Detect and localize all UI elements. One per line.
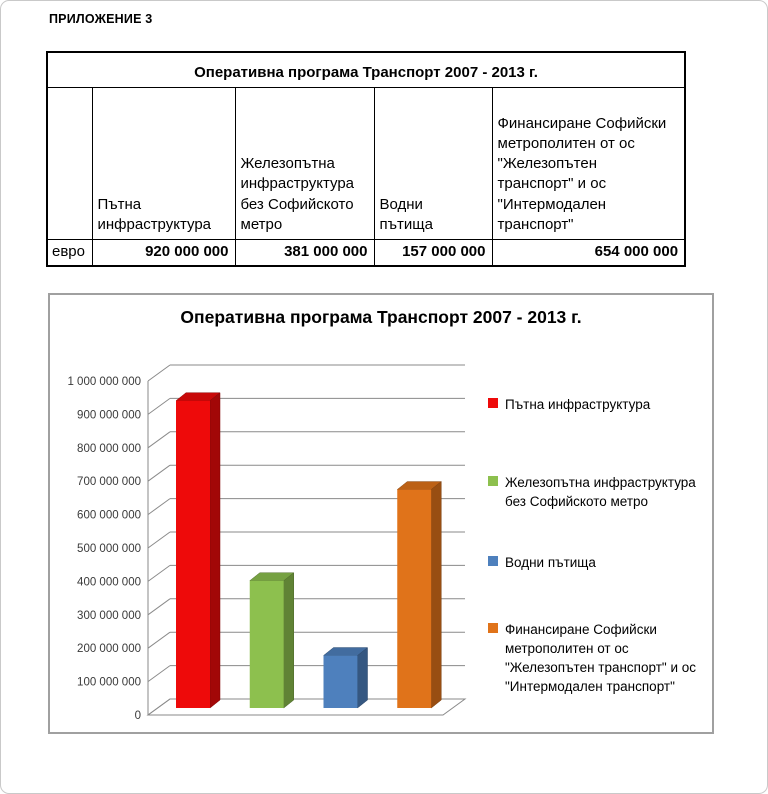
chart-bar bbox=[323, 655, 358, 708]
table-header-row: Пътна инфраструктура Железопътна инфрастр… bbox=[46, 87, 686, 240]
y-axis-tick-label: 900 000 000 bbox=[77, 409, 141, 421]
table-title-row: Оперативна програма Транспорт 2007 - 201… bbox=[46, 51, 686, 88]
legend-label: Железопътна инфраструктура без Софийскот… bbox=[505, 475, 696, 510]
gridline-depth bbox=[147, 598, 171, 616]
y-axis-tick-label: 700 000 000 bbox=[77, 476, 141, 488]
chart-bar bbox=[249, 580, 284, 708]
chart-legend: Пътна инфраструктура Железопътна инфрастр… bbox=[488, 295, 712, 732]
gridline-depth bbox=[147, 665, 171, 683]
data-table: Оперативна програма Транспорт 2007 - 201… bbox=[46, 51, 687, 268]
legend-color-swatch-icon bbox=[488, 556, 498, 566]
y-axis-tick-label: 100 000 000 bbox=[77, 677, 141, 689]
legend-color-swatch-icon bbox=[488, 623, 498, 633]
chart-bar-side bbox=[357, 647, 368, 709]
table-row-label: евро bbox=[46, 239, 93, 267]
table-column-header-label: Пътна инфраструктура bbox=[97, 195, 212, 233]
gridline-depth bbox=[147, 464, 171, 482]
legend-label: Водни пътища bbox=[505, 555, 596, 570]
table-value-cell: 157 000 000 bbox=[373, 239, 493, 267]
chart-bar bbox=[397, 489, 432, 708]
table-column-header-label: Финансиране Софийски метрополитен от ос … bbox=[497, 114, 667, 233]
legend-label: Финансиране Софийски метрополитен от ос … bbox=[505, 622, 696, 695]
y-axis-tick-label: 400 000 000 bbox=[77, 576, 141, 588]
legend-item: Водни пътища bbox=[488, 553, 712, 572]
legend-item: Финансиране Софийски метрополитен от ос … bbox=[488, 620, 712, 697]
y-axis-tick-label: 500 000 000 bbox=[77, 543, 141, 555]
chart-plot-area: 0 100 000 000 200 000 000 300 000 000 400 00… bbox=[67, 364, 467, 722]
table-column-header: Водни пътища bbox=[373, 87, 493, 240]
table-column-header: Финансиране Софийски метрополитен от ос … bbox=[491, 87, 686, 240]
table-column-header: Железопътна инфраструктура без Софийскот… bbox=[234, 87, 375, 240]
chart-bar-side bbox=[283, 572, 294, 709]
table-value-cell: 654 000 000 bbox=[491, 239, 686, 267]
y-axis-tick-label: 200 000 000 bbox=[77, 643, 141, 655]
gridline-depth bbox=[147, 531, 171, 549]
table-value-cell: 920 000 000 bbox=[91, 239, 236, 267]
table-corner-cell bbox=[46, 87, 93, 240]
table-row: евро 920 000 000 381 000 000 157 000 000 65… bbox=[46, 239, 686, 267]
y-axis-tick-label: 300 000 000 bbox=[77, 610, 141, 622]
chart-bar-side bbox=[209, 392, 221, 709]
chart-bar-side bbox=[431, 481, 442, 709]
table-column-header-label: Водни пътища bbox=[379, 195, 433, 233]
legend-color-swatch-icon bbox=[488, 398, 498, 408]
page-title: ПРИЛОЖЕНИЕ 3 bbox=[49, 12, 153, 26]
legend-item: Железопътна инфраструктура без Софийскот… bbox=[488, 473, 712, 511]
y-axis-tick-label: 800 000 000 bbox=[77, 443, 141, 455]
gridline-depth bbox=[147, 364, 171, 382]
y-axis-tick-label: 0 bbox=[135, 710, 141, 722]
chart-title: Оперативна програма Транспорт 2007 - 201… bbox=[180, 307, 582, 327]
gridline-depth bbox=[147, 431, 171, 449]
legend-item: Пътна инфраструктура bbox=[488, 395, 712, 414]
gridline-depth bbox=[147, 498, 171, 516]
gridline-depth bbox=[147, 631, 171, 649]
gridline-depth bbox=[147, 397, 171, 415]
table-value-cell: 381 000 000 bbox=[234, 239, 375, 267]
y-axis-tick-label: 600 000 000 bbox=[77, 510, 141, 522]
legend-label: Пътна инфраструктура bbox=[505, 397, 651, 412]
legend-color-swatch-icon bbox=[488, 476, 498, 486]
gridline-depth bbox=[147, 564, 171, 582]
table-column-header-label: Железопътна инфраструктура без Софийскот… bbox=[240, 155, 355, 233]
gridline-depth bbox=[147, 698, 171, 716]
chart-bar bbox=[176, 400, 210, 708]
y-axis-tick-label: 1 000 000 000 bbox=[67, 376, 141, 388]
table-column-header: Пътна инфраструктура bbox=[91, 87, 236, 240]
table-title: Оперативна програма Транспорт 2007 - 201… bbox=[46, 51, 686, 88]
chart-container: Оперативна програма Транспорт 2007 - 201… bbox=[48, 293, 714, 734]
